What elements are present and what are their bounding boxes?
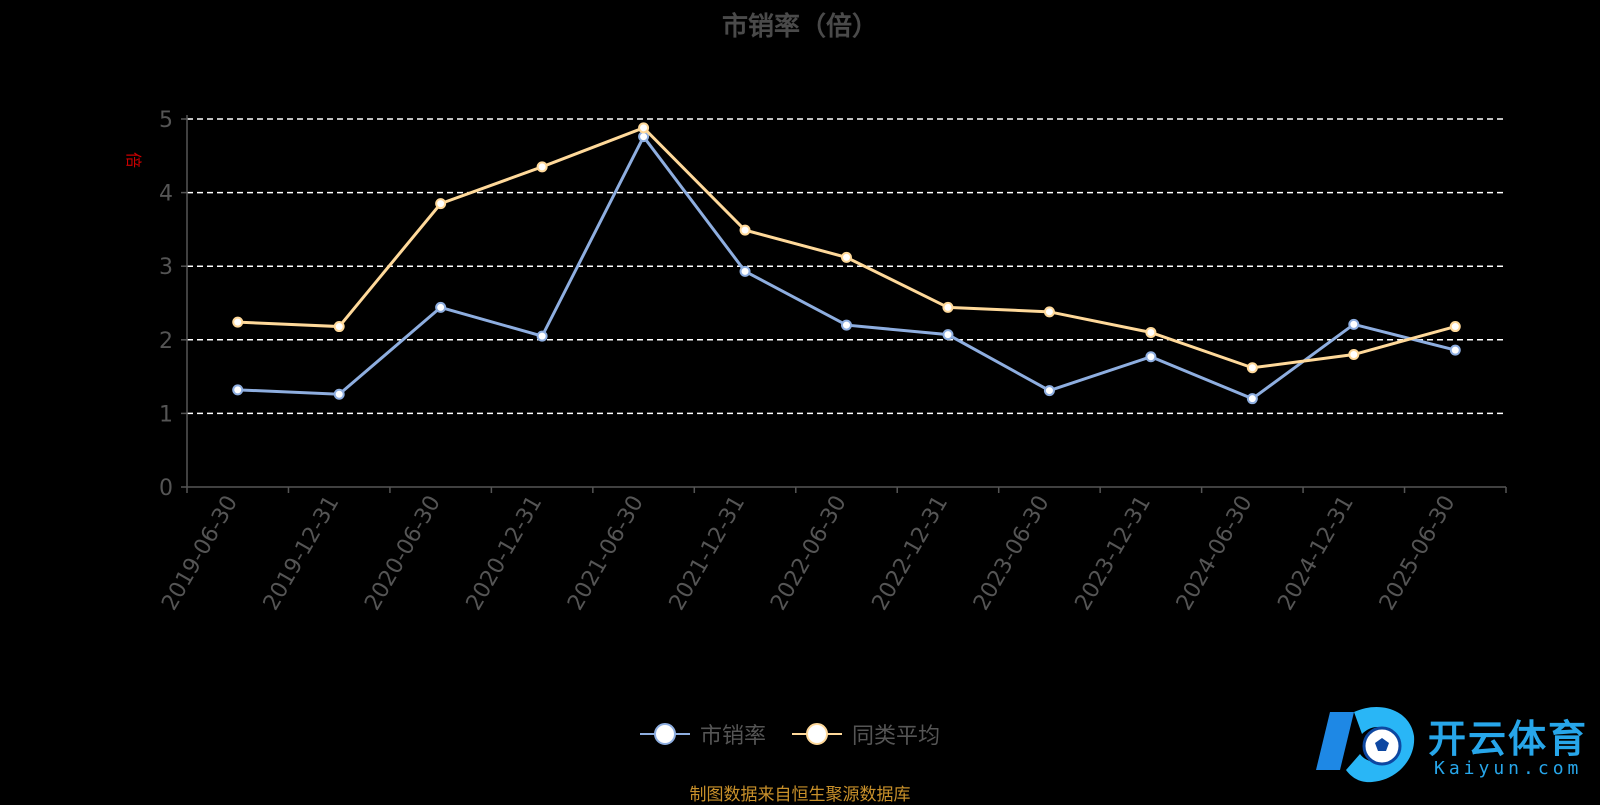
data-point-series-1[interactable] <box>1246 393 1258 405</box>
series <box>232 122 1461 405</box>
data-point-series-2[interactable] <box>638 122 650 134</box>
y-tick-label: 0 <box>159 476 173 501</box>
legend-label-series-2: 同类平均 <box>852 724 941 749</box>
data-point-series-1[interactable] <box>232 384 244 396</box>
data-point-series-1[interactable] <box>1348 318 1360 330</box>
y-tick-label: 1 <box>159 402 173 427</box>
logo-subtext: Kaiyun.com <box>1434 758 1583 779</box>
data-point-series-2[interactable] <box>1145 326 1157 338</box>
data-point-series-2[interactable] <box>841 251 852 263</box>
x-tick-label: 2019-06-30 <box>157 492 243 615</box>
x-tick-label: 2022-06-30 <box>766 492 852 615</box>
data-point-series-1[interactable] <box>739 265 751 277</box>
data-point-series-1[interactable] <box>1145 351 1157 363</box>
legend-swatch-series-1 <box>640 722 690 746</box>
chart-title: 市销率（倍） <box>721 12 878 42</box>
series-line-1 <box>237 133 1456 401</box>
grid-lines <box>187 118 1506 415</box>
data-point-series-1[interactable] <box>942 329 954 341</box>
data-point-series-1[interactable] <box>841 319 852 331</box>
legend-swatch-series-2 <box>792 722 843 746</box>
logo-icon <box>1316 706 1415 783</box>
source-note: 制图数据来自恒生聚源数据库 <box>689 785 911 805</box>
x-tick-label: 2021-06-30 <box>563 492 649 615</box>
data-point-series-2[interactable] <box>1449 321 1461 333</box>
data-point-series-2[interactable] <box>1246 362 1258 374</box>
legend-item-series-2[interactable]: 同类平均 <box>792 718 940 750</box>
data-point-series-1[interactable] <box>536 330 548 342</box>
data-point-series-1[interactable] <box>1043 385 1055 397</box>
data-point-series-1[interactable] <box>638 131 650 143</box>
y-tick-label: 5 <box>159 108 173 133</box>
logo-text: 开云体育 <box>1428 717 1589 761</box>
x-tick-label: 2020-12-31 <box>462 492 548 615</box>
data-point-series-2[interactable] <box>942 301 954 313</box>
x-tick-label: 2023-06-30 <box>969 492 1055 615</box>
data-point-series-2[interactable] <box>333 321 345 333</box>
data-point-series-1[interactable] <box>333 388 345 400</box>
kaiyun-logo: 开云体育 Kaiyun.com <box>1310 700 1590 788</box>
legend-label-series-1: 市销率 <box>700 724 767 749</box>
x-tick-label: 2023-12-31 <box>1071 492 1157 615</box>
series-line-2 <box>237 126 1456 370</box>
y-tick-label: 4 <box>159 182 173 207</box>
data-point-series-2[interactable] <box>232 316 244 328</box>
data-point-series-2[interactable] <box>1043 306 1055 318</box>
y-axis-label: 倍 <box>124 152 143 168</box>
legend: 市销率 同类平均 <box>640 718 940 750</box>
y-tick-label: 3 <box>159 255 173 280</box>
x-tick-label: 2021-12-31 <box>665 492 751 615</box>
x-tick-label: 2025-06-30 <box>1375 492 1461 615</box>
legend-item-series-1[interactable]: 市销率 <box>640 718 766 750</box>
x-tick-label: 2020-06-30 <box>360 491 446 614</box>
y-tick-label: 2 <box>159 329 173 354</box>
x-tick-label: 2024-12-31 <box>1273 492 1359 615</box>
data-point-series-2[interactable] <box>739 224 751 236</box>
data-point-series-1[interactable] <box>435 301 447 313</box>
x-tick-label: 2019-12-31 <box>259 492 345 615</box>
data-point-series-2[interactable] <box>1348 349 1360 361</box>
data-point-series-1[interactable] <box>1449 344 1461 356</box>
x-tick-label: 2024-06-30 <box>1172 492 1258 615</box>
data-point-series-2[interactable] <box>536 161 548 173</box>
data-point-series-2[interactable] <box>435 198 447 210</box>
x-tick-label: 2022-12-31 <box>868 492 954 615</box>
